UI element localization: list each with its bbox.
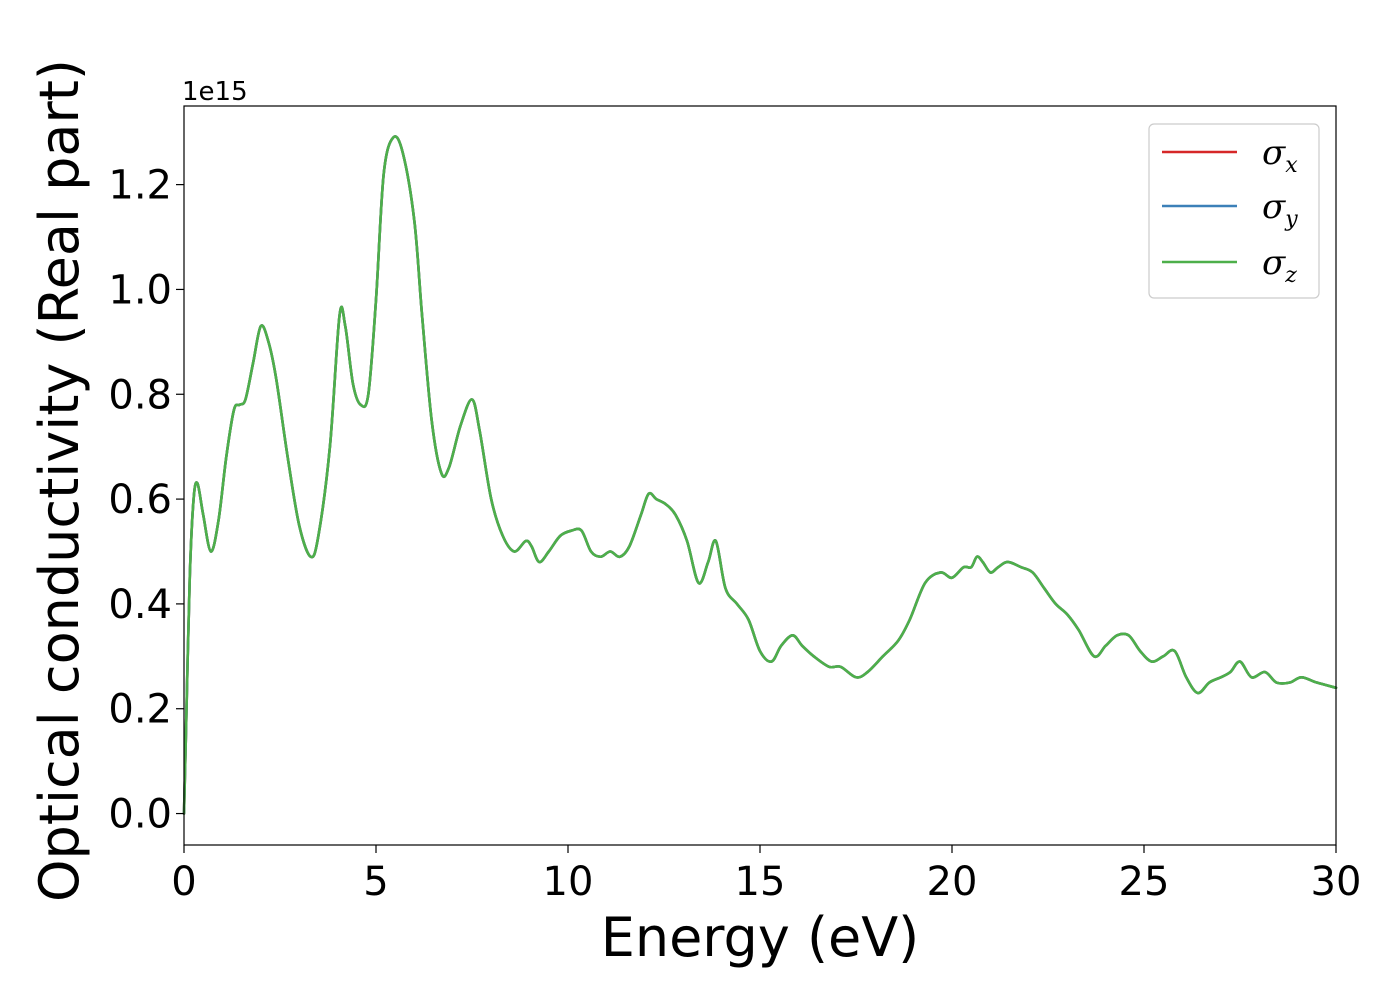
y-tick-label: 0.8 (108, 372, 172, 418)
legend-label-x: σx (1262, 133, 1298, 178)
y-tick-label: 0.6 (108, 477, 172, 523)
x-axis-title: Energy (eV) (601, 906, 920, 969)
y-tick-label: 0.4 (108, 582, 172, 628)
y-tick-label: 1.0 (108, 267, 172, 313)
legend-subscript: z (1284, 263, 1297, 288)
x-tick-label: 15 (735, 859, 786, 905)
x-tick-label: 5 (363, 859, 388, 905)
y-tick-label: 1.2 (108, 163, 172, 209)
x-tick-label: 20 (927, 859, 978, 905)
series-layer (182, 135, 1338, 815)
legend-symbol: σ (1262, 133, 1286, 173)
x-tick-label: 10 (543, 859, 594, 905)
legend-label-z: σz (1262, 243, 1297, 288)
axis-ticks: 0 5 10 15 20 25 30 0.0 0.2 0.4 0.6 0.8 1.0 1.2 (108, 163, 1361, 905)
y-tick-label: 0.2 (108, 687, 172, 733)
legend-symbol: σ (1262, 187, 1286, 227)
x-tick-label: 25 (1119, 859, 1170, 905)
legend-subscript: y (1284, 207, 1298, 232)
legend-label-y: σy (1262, 187, 1298, 232)
y-axis-title: Optical conductivity (Real part) (28, 59, 91, 902)
y-axis-offset-label: 1e15 (182, 77, 248, 107)
legend-subscript: x (1285, 153, 1298, 178)
x-tick-label: 0 (171, 859, 196, 905)
x-tick-label: 30 (1311, 859, 1362, 905)
y-tick-label: 0.0 (108, 792, 172, 838)
legend-symbol: σ (1262, 243, 1286, 283)
legend-box (1148, 123, 1320, 299)
series-line-z (182, 135, 1338, 815)
